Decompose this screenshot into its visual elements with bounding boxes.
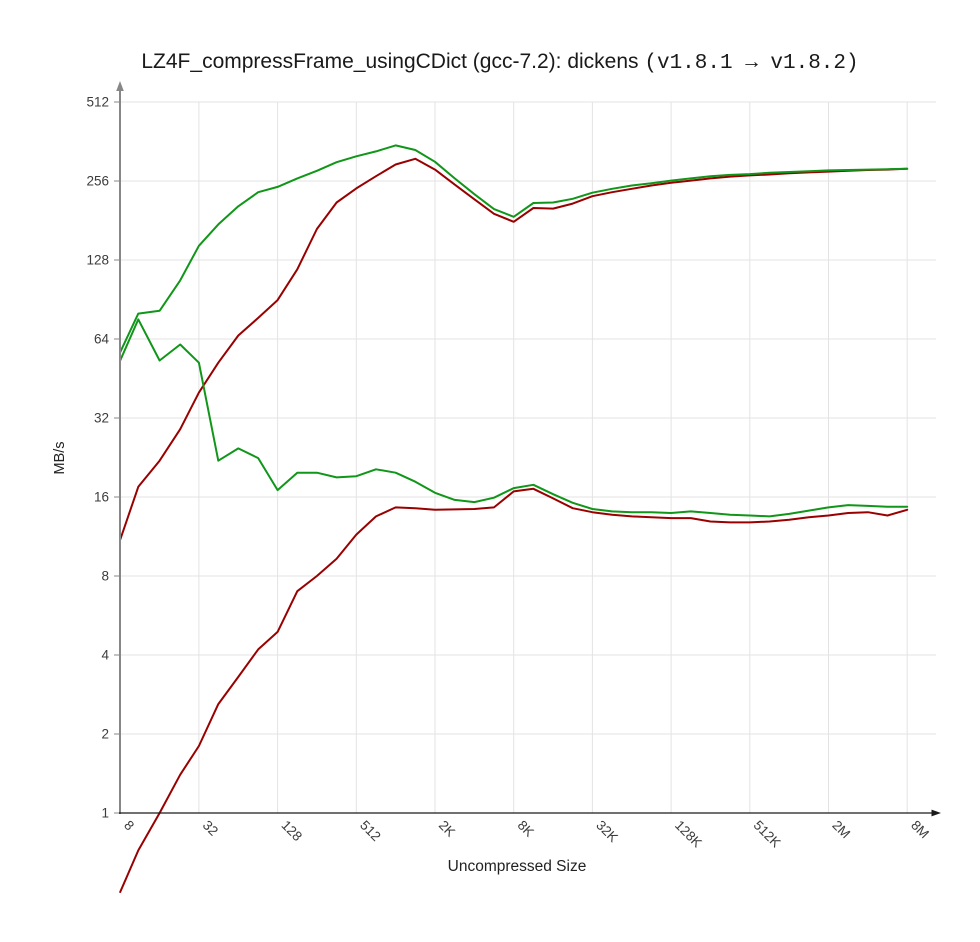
x-tick-label: 128 [278,818,305,845]
x-tick-label: 8M [908,818,932,842]
x-tick-label: 128K [672,818,705,851]
y-tick-label: 64 [94,332,110,347]
y-tick-label: 1 [101,806,109,821]
x-tick-label: 32 [200,818,221,839]
y-tick-label: 2 [101,727,109,742]
series-line-red-lower [119,487,909,893]
x-tick-label: 32K [593,818,621,846]
chart-title-versions: (v1.8.1 → v1.8.2) [644,52,859,75]
y-axis-title: MB/s [52,441,68,474]
x-tick-label: 8K [515,818,537,840]
x-tick-label: 2M [829,818,853,842]
y-tick-label: 4 [101,648,109,663]
series-line-green-lower [119,318,909,518]
x-tick-label: 512K [751,818,784,851]
y-tick-label: 128 [86,253,109,268]
x-tick-label: 8 [121,818,137,834]
y-tick-label: 32 [94,411,109,426]
x-tick-label: 2K [436,818,458,840]
series-line-green-upper [119,144,909,354]
x-axis-title: Uncompressed Size [448,858,587,875]
x-axis-arrow-icon [931,809,941,817]
y-tick-label: 512 [86,95,109,110]
y-tick-label: 8 [101,569,109,584]
chart-title-main: LZ4F_compressFrame_usingCDict (gcc-7.2):… [141,50,645,73]
y-axis-arrow-icon [116,81,124,91]
y-tick-label: 16 [94,490,109,505]
series-line-red-upper [119,157,909,541]
x-tick-label: 512 [357,818,384,845]
chart-title: LZ4F_compressFrame_usingCDict (gcc-7.2):… [30,50,970,75]
y-tick-label: 256 [86,174,109,189]
